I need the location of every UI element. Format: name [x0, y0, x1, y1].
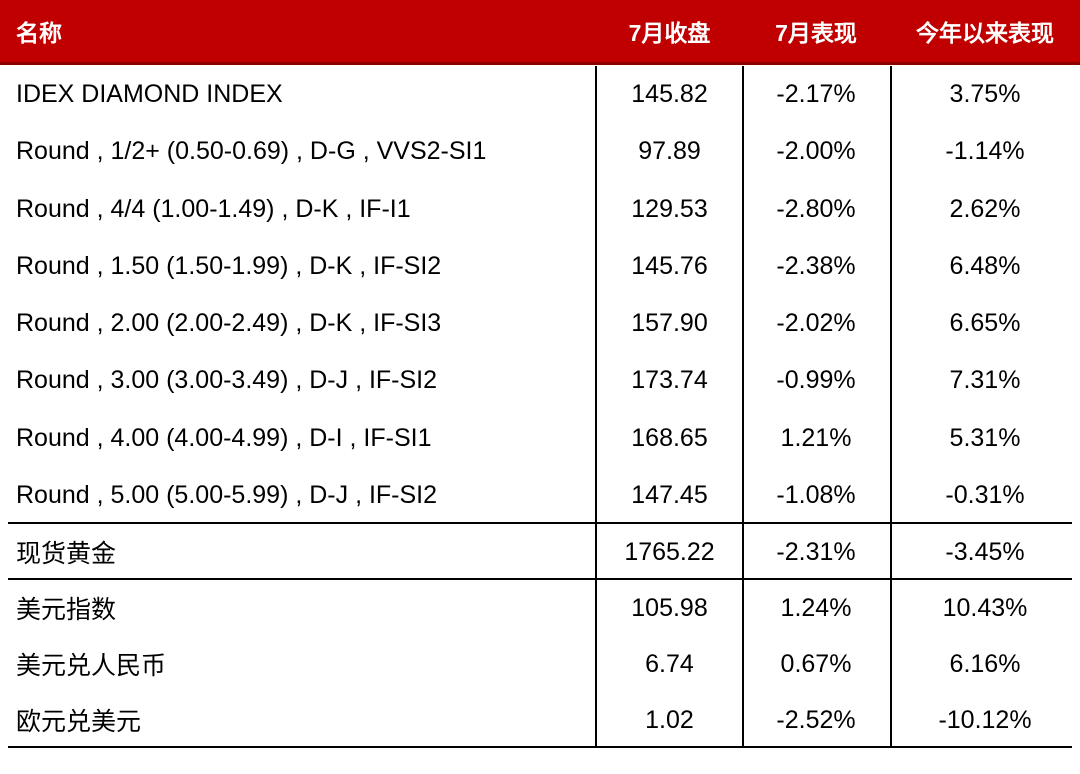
row-july-close: 1.02	[645, 705, 694, 734]
table-row: Round , 2.00 (2.00-2.49) , D-K , IF-SI3 …	[0, 295, 1080, 352]
row-ytd-perf: 10.43%	[942, 593, 1028, 622]
row-july-close: 168.65	[631, 423, 708, 452]
row-july-perf: -2.80%	[776, 194, 856, 223]
row-ytd-perf: 2.62%	[949, 194, 1021, 223]
row-name: 现货黄金	[16, 540, 117, 568]
row-july-close: 145.76	[631, 251, 708, 280]
row-july-perf: -2.00%	[776, 137, 856, 166]
table-row: Round , 4.00 (4.00-4.99) , D-I , IF-SI1 …	[0, 410, 1080, 467]
row-ytd-perf: -0.31%	[945, 480, 1025, 509]
table-body: IDEX DIAMOND INDEX 145.82 -2.17% 3.75% R…	[0, 66, 1080, 748]
row-name: 美元指数	[16, 596, 117, 624]
row-ytd-perf: -1.14%	[945, 137, 1025, 166]
table-row-usd-index: 美元指数 105.98 1.24% 10.43%	[0, 580, 1080, 636]
row-july-perf: -0.99%	[776, 366, 856, 395]
row-name: Round , 1.50 (1.50-1.99) , D-K , IF-SI2	[16, 251, 442, 280]
row-ytd-perf: -10.12%	[938, 705, 1032, 734]
row-ytd-perf: 6.16%	[949, 649, 1021, 678]
row-july-close: 157.90	[631, 309, 708, 338]
row-july-perf: 1.21%	[780, 423, 852, 452]
row-july-perf: -2.52%	[776, 705, 856, 734]
row-ytd-perf: -3.45%	[945, 537, 1025, 566]
row-name: Round , 2.00 (2.00-2.49) , D-K , IF-SI3	[16, 309, 442, 338]
row-name: 欧元兑美元	[16, 708, 142, 736]
section-divider	[8, 522, 1072, 524]
row-july-perf: -2.02%	[776, 309, 856, 338]
row-july-perf: -2.38%	[776, 251, 856, 280]
row-name: 美元兑人民币	[16, 652, 167, 680]
header-name-column: 名称	[16, 20, 62, 46]
row-ytd-perf: 6.65%	[949, 309, 1021, 338]
row-july-close: 129.53	[631, 194, 708, 223]
table-row: Round , 4/4 (1.00-1.49) , D-K , IF-I1 12…	[0, 181, 1080, 238]
row-july-close: 97.89	[638, 137, 701, 166]
row-july-perf: 1.24%	[780, 593, 852, 622]
table-bottom-border	[8, 746, 1072, 748]
table-row: Round , 1/2+ (0.50-0.69) , D-G , VVS2-SI…	[0, 123, 1080, 180]
row-name: Round , 5.00 (5.00-5.99) , D-J , IF-SI2	[16, 480, 438, 509]
header-july-performance-column: 7月表现	[775, 20, 857, 46]
row-july-close: 147.45	[631, 480, 708, 509]
row-july-perf: 0.67%	[780, 649, 852, 678]
header-july-close-column: 7月收盘	[628, 20, 711, 46]
row-name: Round , 3.00 (3.00-3.49) , D-J , IF-SI2	[16, 366, 438, 395]
row-july-close: 1765.22	[624, 537, 715, 566]
row-july-close: 105.98	[631, 593, 708, 622]
row-july-close: 173.74	[631, 366, 708, 395]
row-name: IDEX DIAMOND INDEX	[16, 80, 283, 109]
table-row: Round , 3.00 (3.00-3.49) , D-J , IF-SI2 …	[0, 352, 1080, 409]
row-ytd-perf: 3.75%	[949, 80, 1021, 109]
table-row: Round , 1.50 (1.50-1.99) , D-K , IF-SI2 …	[0, 238, 1080, 295]
column-divider	[742, 66, 744, 748]
row-july-perf: -1.08%	[776, 480, 856, 509]
table-row-eur-usd: 欧元兑美元 1.02 -2.52% -10.12%	[0, 692, 1080, 748]
row-july-perf: -2.17%	[776, 80, 856, 109]
table-row: Round , 5.00 (5.00-5.99) , D-J , IF-SI2 …	[0, 467, 1080, 524]
column-divider	[890, 66, 892, 748]
row-name: Round , 4/4 (1.00-1.49) , D-K , IF-I1	[16, 194, 411, 223]
section-divider	[8, 578, 1072, 580]
row-ytd-perf: 5.31%	[949, 423, 1021, 452]
row-july-close: 6.74	[645, 649, 694, 678]
table-row-spot-gold: 现货黄金 1765.22 -2.31% -3.45%	[0, 524, 1080, 580]
header-ytd-performance-column: 今年以来表现	[916, 20, 1054, 46]
row-name: Round , 1/2+ (0.50-0.69) , D-G , VVS2-SI…	[16, 137, 487, 166]
row-ytd-perf: 7.31%	[949, 366, 1021, 395]
row-july-perf: -2.31%	[776, 537, 856, 566]
table-header-row: 名称 7月收盘 7月表现 今年以来表现	[0, 0, 1080, 65]
row-name: Round , 4.00 (4.00-4.99) , D-I , IF-SI1	[16, 423, 432, 452]
column-divider	[595, 66, 597, 748]
table-row-usd-cny: 美元兑人民币 6.74 0.67% 6.16%	[0, 636, 1080, 692]
row-july-close: 145.82	[631, 80, 708, 109]
row-ytd-perf: 6.48%	[949, 251, 1021, 280]
table-row: IDEX DIAMOND INDEX 145.82 -2.17% 3.75%	[0, 66, 1080, 123]
